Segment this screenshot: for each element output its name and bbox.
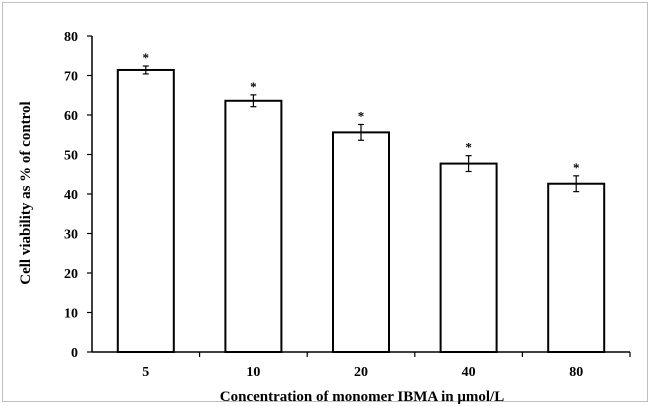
x-tick-label: 40 bbox=[462, 365, 476, 380]
significance-star: * bbox=[250, 79, 257, 94]
bar bbox=[332, 131, 390, 353]
y-axis-ticks: 0 10 20 30 40 50 60 70 80 bbox=[64, 30, 92, 361]
x-tick-label: 10 bbox=[246, 365, 260, 380]
x-axis-ticks: 5 10 20 40 80 bbox=[142, 352, 631, 380]
bar bbox=[116, 68, 175, 353]
chart-frame bbox=[2, 2, 648, 402]
significance-star: * bbox=[143, 50, 150, 65]
bar bbox=[224, 99, 283, 353]
y-tick-label: 40 bbox=[64, 188, 78, 203]
y-tick-label: 60 bbox=[64, 109, 78, 124]
bar bbox=[547, 182, 606, 353]
y-axis-title: Cell viability as % of control bbox=[18, 101, 34, 284]
y-tick-label: 0 bbox=[71, 346, 78, 361]
y-tick-label: 30 bbox=[64, 228, 78, 243]
significance-star: * bbox=[573, 160, 580, 175]
y-tick-label: 80 bbox=[64, 30, 78, 45]
bar bbox=[439, 162, 498, 353]
y-tick-label: 10 bbox=[64, 307, 78, 322]
y-tick-label: 20 bbox=[64, 267, 78, 282]
x-tick-label: 80 bbox=[569, 365, 583, 380]
y-tick-label: 70 bbox=[64, 70, 78, 85]
x-tick-label: 20 bbox=[354, 365, 368, 380]
significance-star: * bbox=[358, 108, 365, 123]
significance-star: * bbox=[465, 140, 472, 155]
bars-group: * * * * * bbox=[116, 50, 606, 353]
x-axis-title: Concentration of monomer IBMA in μmol/L bbox=[220, 389, 504, 405]
y-tick-label: 50 bbox=[64, 149, 78, 164]
x-tick-label: 5 bbox=[142, 365, 149, 380]
